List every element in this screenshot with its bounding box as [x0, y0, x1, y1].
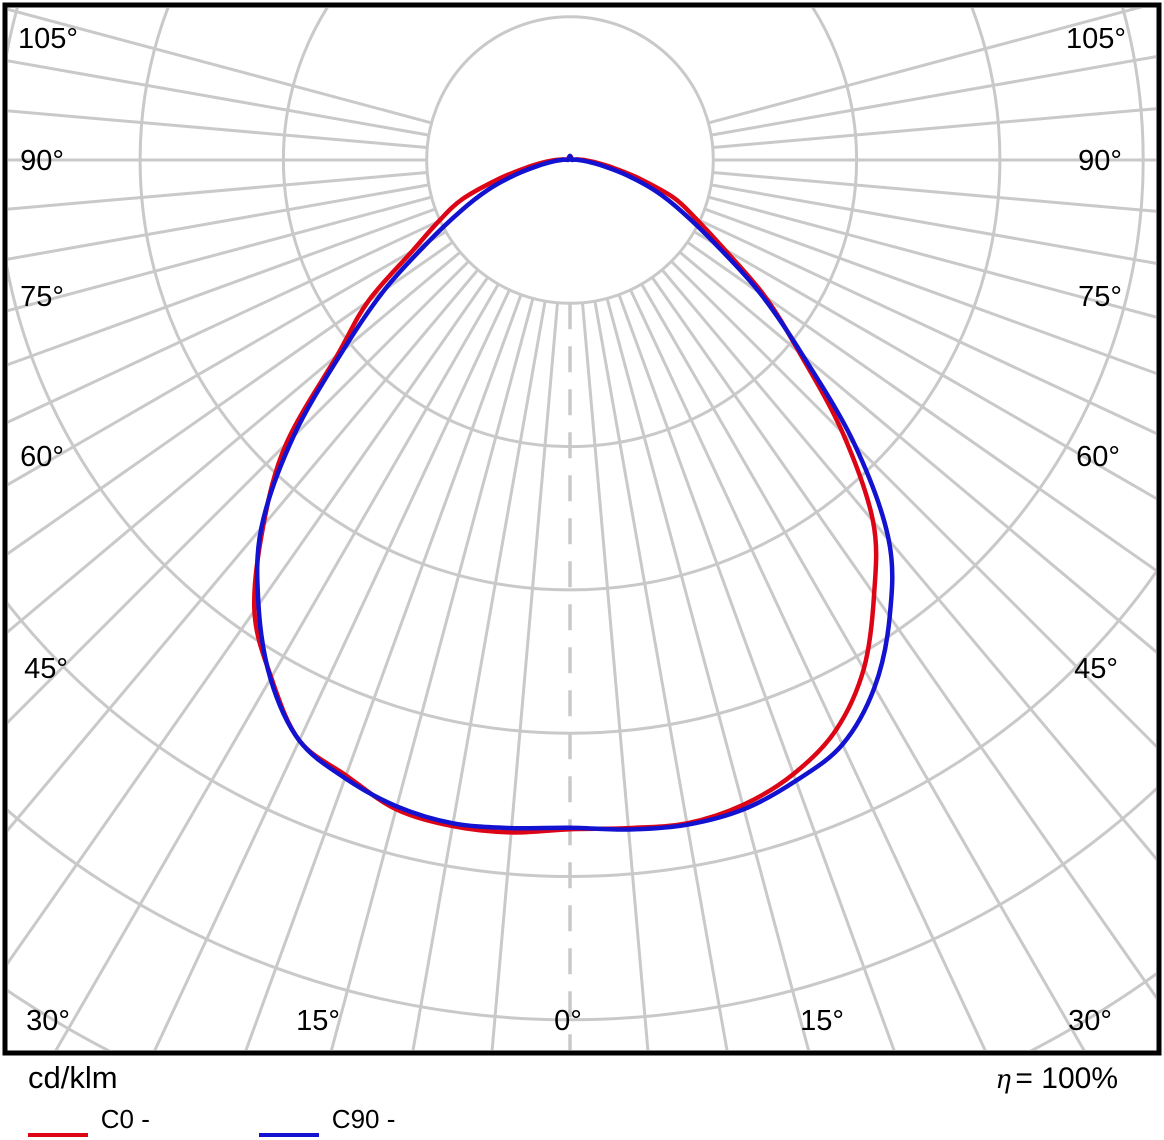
spoke-line: [153, 289, 511, 1050]
spoke-line: [8, 219, 441, 424]
spoke-line: [704, 207, 1156, 375]
spoke-line: [710, 183, 1156, 265]
c0-c180-line-swatch: [28, 1133, 88, 1137]
spoke-line: [8, 207, 436, 367]
spoke-line: [8, 260, 470, 725]
polar-grid: [8, 8, 1156, 1050]
angle-label: 105°: [18, 23, 78, 55]
angle-label: 15°: [800, 1005, 844, 1037]
spoke-line: [712, 170, 1156, 213]
angle-label: 105°: [1066, 23, 1126, 55]
angle-label: 30°: [1068, 1005, 1112, 1037]
spoke-line: [629, 289, 987, 1050]
efficiency-label: η = 100%: [995, 1062, 1118, 1096]
spoke-line: [8, 183, 430, 261]
spoke-line: [678, 250, 1156, 654]
intensity-ring: [8, 786, 1156, 1022]
angle-label: 60°: [1076, 441, 1120, 473]
legend-item-c0-c180: C0 - C180: [28, 1104, 215, 1140]
units-label: cd/klm: [28, 1060, 118, 1095]
spoke-line: [490, 302, 560, 1050]
spoke-line: [8, 59, 430, 137]
angle-label: 75°: [1078, 281, 1122, 313]
angle-label: 45°: [24, 653, 68, 685]
spoke-line: [244, 294, 523, 1050]
spoke-line: [640, 283, 1086, 1050]
spoke-line: [708, 8, 1144, 125]
eta-symbol: η: [995, 1065, 1011, 1095]
eta-value: = 100%: [1015, 1062, 1118, 1095]
legend: C0 - C180 C90 - C270: [28, 1104, 460, 1140]
chart-border: [2, 2, 1162, 1056]
spoke-line: [712, 107, 1156, 150]
spoke-line: [8, 230, 447, 487]
polar-chart: 0° 15° 15° 30° 30° 45° 45° 60° 60° 75° 75° 90° 90° 10…: [2, 2, 1162, 1056]
spoke-line: [650, 276, 1156, 1000]
angle-label: 0°: [554, 1005, 582, 1037]
c0-c180-label: C0 - C180: [100, 1104, 163, 1140]
angle-label: 90°: [1078, 145, 1122, 177]
spoke-line: [593, 300, 729, 1050]
angle-labels: 0° 15° 15° 30° 30° 45° 45° 60° 60° 75° 75° 90° 90° 10…: [18, 23, 1126, 1037]
spoke-line: [411, 300, 547, 1050]
angle-label: 30°: [26, 1005, 70, 1037]
spoke-line: [8, 250, 462, 634]
spoke-line: [686, 240, 1156, 573]
spoke-line: [54, 283, 500, 1050]
c90-c270-label: C90 - C270: [331, 1104, 396, 1140]
angle-label: 45°: [1074, 653, 1118, 685]
angle-label: 15°: [296, 1005, 340, 1037]
spoke-line: [710, 55, 1156, 137]
spoke-line: [580, 302, 650, 1050]
spoke-line: [670, 260, 1156, 749]
spoke-line: [693, 230, 1156, 501]
angle-label: 60°: [20, 441, 64, 473]
spoke-line: [8, 109, 428, 150]
spoke-line: [8, 240, 454, 556]
spoke-line: [660, 268, 1156, 861]
spoke-line: [708, 195, 1156, 319]
spoke-line: [699, 219, 1156, 435]
spoke-line: [617, 294, 896, 1050]
curve-c90-c270: [254, 153, 895, 832]
spoke-line: [605, 298, 811, 1050]
distribution-curves: [251, 153, 895, 835]
legend-item-c90-c270: C90 - C270: [259, 1104, 460, 1140]
spoke-line: [8, 276, 490, 966]
spoke-line: [329, 298, 535, 1050]
chart-footer: cd/klm η = 100% C0 - C180 C90 - C270: [0, 1056, 1164, 1140]
spoke-line: [8, 8, 432, 125]
angle-label: 75°: [20, 281, 64, 313]
spoke-line: [8, 170, 428, 211]
spoke-line: [8, 195, 432, 313]
c90-c270-line-swatch: [259, 1133, 319, 1137]
spoke-line: [8, 268, 480, 833]
footer-top-row: cd/klm η = 100%: [0, 1056, 1164, 1096]
angle-label: 90°: [20, 145, 64, 177]
